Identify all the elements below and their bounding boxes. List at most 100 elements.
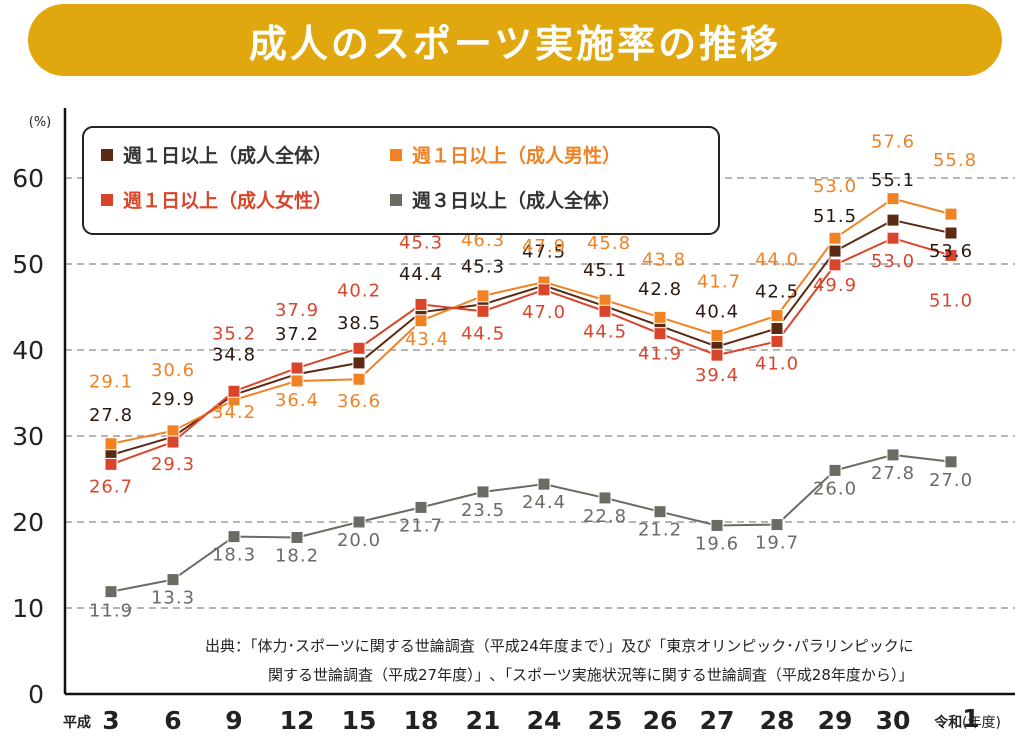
series-line-4 bbox=[110, 453, 952, 593]
x-axis-prefix: 平成 bbox=[63, 714, 91, 731]
data-point bbox=[414, 297, 428, 311]
data-point bbox=[476, 289, 490, 303]
chart-title: 成人のスポーツ実施率の推移 bbox=[248, 21, 782, 66]
data-point bbox=[653, 505, 667, 519]
y-tick-label: 0 bbox=[28, 680, 44, 709]
data-point bbox=[886, 213, 900, 227]
legend-marker bbox=[101, 194, 113, 206]
data-label: 29.9 bbox=[151, 389, 195, 410]
title-banner: 成人のスポーツ実施率の推移 bbox=[28, 4, 1002, 76]
x-tick-label: 6 bbox=[164, 706, 181, 735]
data-label: 36.6 bbox=[337, 391, 381, 412]
data-point bbox=[290, 361, 304, 375]
data-label: 34.8 bbox=[212, 345, 256, 366]
y-tick-label: 60 bbox=[12, 164, 44, 193]
data-label: 45.8 bbox=[587, 233, 631, 254]
data-point bbox=[352, 515, 366, 529]
y-tick-label: 40 bbox=[12, 336, 44, 365]
data-label: 44.5 bbox=[583, 321, 627, 342]
data-label: 51.0 bbox=[929, 290, 973, 311]
data-point bbox=[710, 518, 724, 532]
data-point bbox=[828, 463, 842, 477]
x-tick-label: 3 bbox=[102, 706, 119, 735]
data-point bbox=[770, 334, 784, 348]
data-point bbox=[828, 258, 842, 272]
data-point bbox=[476, 304, 490, 318]
legend-marker bbox=[390, 149, 402, 161]
legend-label: 週１日以上（成人女性） bbox=[123, 189, 332, 212]
data-point bbox=[653, 310, 667, 324]
data-label: 53.6 bbox=[929, 241, 973, 262]
data-point bbox=[290, 530, 304, 544]
data-label: 34.2 bbox=[212, 402, 256, 423]
x-tick-label: 27 bbox=[700, 706, 735, 735]
data-label: 47.5 bbox=[522, 242, 566, 263]
data-point bbox=[944, 207, 958, 221]
data-label: 55.8 bbox=[933, 150, 977, 171]
data-label: 53.0 bbox=[813, 176, 857, 197]
data-point bbox=[227, 384, 241, 398]
data-label: 57.6 bbox=[871, 132, 915, 153]
data-label: 24.4 bbox=[522, 492, 566, 513]
data-label: 37.9 bbox=[275, 300, 319, 321]
data-label: 44.4 bbox=[399, 264, 443, 285]
data-label: 53.0 bbox=[871, 251, 915, 272]
data-label: 37.2 bbox=[275, 324, 319, 345]
data-point bbox=[710, 348, 724, 362]
data-point bbox=[352, 372, 366, 386]
data-label: 29.3 bbox=[151, 454, 195, 475]
y-tick-label: 30 bbox=[12, 422, 44, 451]
source-line-2: 関する世論調査（平成27年度）」､「スポーツ実施状況等に関する世論調査（平成28… bbox=[268, 666, 914, 684]
data-label: 47.9 bbox=[522, 236, 566, 257]
legend-marker bbox=[101, 149, 113, 161]
data-label: 46.3 bbox=[461, 230, 505, 251]
data-label: 21.7 bbox=[399, 515, 443, 536]
data-label: 29.1 bbox=[89, 372, 133, 393]
data-point bbox=[598, 293, 612, 307]
data-point bbox=[476, 485, 490, 499]
data-point bbox=[104, 437, 118, 451]
data-label: 19.7 bbox=[755, 533, 799, 554]
data-label: 41.7 bbox=[697, 271, 741, 292]
data-point bbox=[414, 500, 428, 514]
data-label: 55.1 bbox=[871, 170, 915, 191]
legend-label: 週１日以上（成人男性） bbox=[412, 144, 621, 167]
data-label: 30.6 bbox=[151, 360, 195, 381]
x-tick-label: 26 bbox=[643, 706, 678, 735]
data-point bbox=[770, 518, 784, 532]
data-point bbox=[653, 327, 667, 341]
data-point bbox=[944, 248, 958, 262]
x-tick-label: 28 bbox=[760, 706, 795, 735]
data-label: 26.0 bbox=[813, 478, 857, 499]
data-point bbox=[944, 455, 958, 469]
data-point bbox=[227, 530, 241, 544]
data-label: 51.5 bbox=[813, 206, 857, 227]
data-label: 40.2 bbox=[337, 280, 381, 301]
data-point bbox=[770, 322, 784, 335]
data-point bbox=[828, 244, 842, 258]
x-tick-label: 29 bbox=[818, 706, 853, 735]
data-label: 45.1 bbox=[583, 260, 627, 281]
x-tick-label: 9 bbox=[225, 706, 242, 735]
data-point bbox=[352, 356, 366, 370]
source-line-1: 出典：「体力･スポーツに関する世論調査（平成24年度まで）」及び「東京オリンピッ… bbox=[205, 637, 914, 655]
data-label: 23.5 bbox=[461, 500, 505, 521]
data-point bbox=[537, 283, 551, 297]
data-point bbox=[104, 585, 118, 599]
data-point bbox=[886, 192, 900, 206]
x-tick-label: 24 bbox=[527, 706, 562, 735]
data-point bbox=[104, 457, 118, 471]
data-label: 22.8 bbox=[583, 506, 627, 527]
data-point bbox=[598, 304, 612, 318]
x-tick-label: 15 bbox=[342, 706, 377, 735]
y-tick-label: 20 bbox=[12, 508, 44, 537]
x-tick-label: 12 bbox=[280, 706, 315, 735]
source-note: 出典：「体力･スポーツに関する世論調査（平成24年度まで）」及び「東京オリンピッ… bbox=[205, 632, 914, 690]
data-point bbox=[710, 328, 724, 342]
data-point bbox=[828, 231, 842, 245]
data-label: 49.9 bbox=[813, 275, 857, 296]
data-label: 13.3 bbox=[151, 588, 195, 609]
data-label: 45.3 bbox=[399, 232, 443, 253]
data-label: 41.9 bbox=[638, 344, 682, 365]
data-label: 42.5 bbox=[755, 282, 799, 303]
